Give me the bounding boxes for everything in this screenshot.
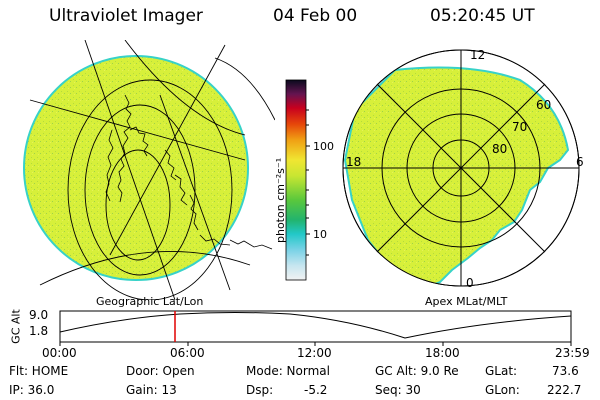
status-mode: Mode: Normal (246, 364, 330, 378)
color-scale (285, 79, 310, 281)
right-panel-caption: Apex MLat/MLT (425, 295, 508, 308)
altitude-timeline (59, 310, 572, 346)
status-ip: IP: 36.0 (9, 383, 55, 397)
timeline-xtick: 12:00 (297, 346, 332, 360)
status-gc-alt: GC Alt: 9.0 Re (375, 364, 459, 378)
status-glon-label: GLon: (485, 383, 520, 397)
timeline-xtick: 23:59 (555, 346, 590, 360)
timeline-ytick-low: 1.8 (29, 324, 49, 338)
status-seq: Seq: 30 (375, 383, 421, 397)
status-glat-value: 73.6 (552, 364, 579, 378)
mlat-label-70: 70 (512, 120, 528, 134)
polar-image (342, 49, 580, 287)
colorbar-unit-label: photon cm⁻²s⁻¹ (274, 157, 287, 243)
status-dsp-label: Dsp: (246, 383, 274, 397)
mlt-label-18: 18 (346, 155, 362, 169)
timeline-axis-label: GC Alt (9, 309, 23, 344)
mlat-label-80: 80 (492, 142, 508, 156)
status-door: Door: Open (126, 364, 195, 378)
status-gain: Gain: 13 (126, 383, 177, 397)
date-label: 04 Feb 00 (273, 6, 358, 26)
colorbar-tick-100: 100 (313, 140, 334, 153)
status-glon-value: 222.7 (547, 383, 582, 397)
geographic-image (23, 40, 275, 300)
mlt-label-0: 0 (466, 276, 474, 290)
timeline-xtick: 18:00 (425, 346, 460, 360)
status-flt: Flt: HOME (9, 364, 69, 378)
status-glat-label: GLat: (485, 364, 518, 378)
colorbar-tick-10: 10 (313, 228, 327, 241)
timeline-xtick: 00:00 (42, 346, 77, 360)
instrument-title: Ultraviolet Imager (49, 6, 203, 26)
mlt-label-6: 6 (576, 155, 584, 169)
mlt-label-12: 12 (470, 48, 486, 62)
latlon-grid (29, 40, 275, 300)
mlat-label-60: 60 (536, 98, 552, 112)
left-panel-caption: Geographic Lat/Lon (96, 295, 204, 308)
timeline-ytick-high: 9.0 (29, 308, 49, 322)
status-dsp-value: -5.2 (304, 383, 328, 397)
timeline-xtick: 06:00 (170, 346, 205, 360)
time-label: 05:20:45 UT (430, 6, 535, 26)
coastline (105, 94, 273, 250)
mlat-grid (342, 49, 580, 287)
